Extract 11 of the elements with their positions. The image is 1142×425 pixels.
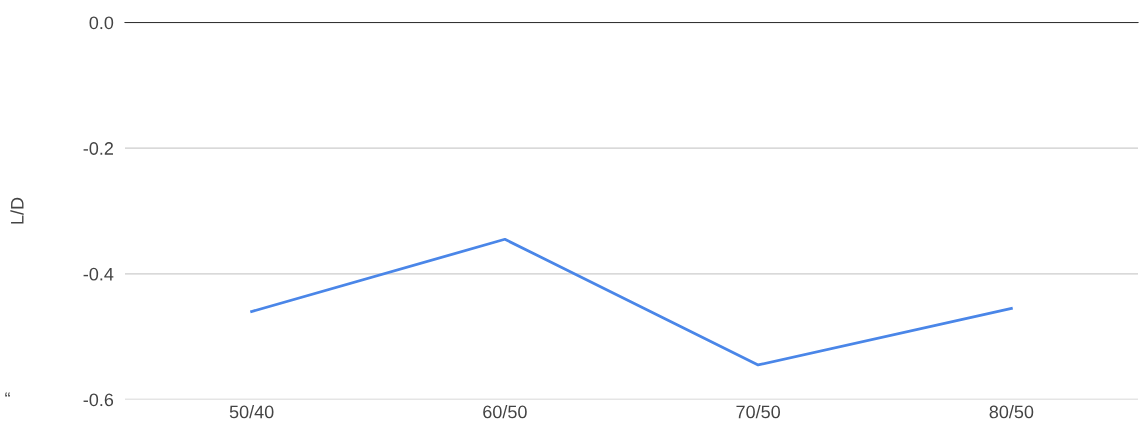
x-tick-label: 80/50 xyxy=(989,405,1034,419)
y-tick-label: -0.2 xyxy=(83,142,113,155)
text: “ xyxy=(5,392,10,397)
y-tick-label: -0.6 xyxy=(83,393,114,407)
x-tick-label: 50/40 xyxy=(229,405,274,419)
y-tick-label: -0.4 xyxy=(83,267,114,281)
x-tick-label: 70/50 xyxy=(736,405,781,419)
y-axis-title: L/D xyxy=(10,197,24,224)
x-tick-label: 60/50 xyxy=(483,405,527,419)
line-series xyxy=(250,237,1013,367)
y-tick-label: 0.0 xyxy=(89,16,114,30)
